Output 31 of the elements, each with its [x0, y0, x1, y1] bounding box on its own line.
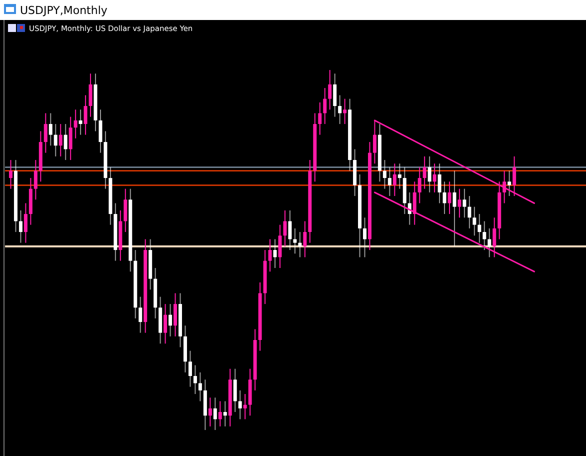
candlestick	[174, 292, 178, 337]
candlestick	[318, 102, 322, 136]
candlestick	[323, 88, 327, 124]
candlestick	[283, 210, 287, 247]
candlestick	[512, 156, 516, 196]
candlestick	[34, 160, 38, 200]
candlestick	[278, 224, 282, 268]
candlestick	[44, 112, 48, 154]
candlestick	[422, 156, 426, 190]
chart-title: USDJPY,Monthly	[20, 4, 108, 17]
candlestick	[392, 163, 396, 196]
candlestick	[68, 116, 72, 160]
candlestick	[124, 188, 128, 232]
candlestick	[88, 73, 92, 118]
candlestick	[208, 397, 212, 427]
candlestick	[458, 188, 462, 218]
candlestick	[328, 70, 332, 110]
candlestick	[343, 98, 347, 124]
candlestick	[84, 94, 88, 136]
candlestick	[418, 166, 422, 204]
candlestick	[243, 394, 247, 420]
candlestick	[8, 160, 12, 190]
candlestick	[74, 109, 78, 139]
candlestick	[164, 304, 168, 344]
candlestick	[432, 163, 436, 193]
candlestick	[492, 217, 496, 258]
candlestick	[268, 238, 272, 272]
candlestick	[303, 220, 307, 258]
candlestick	[58, 124, 62, 157]
candlestick	[24, 202, 28, 244]
candlestick	[218, 400, 222, 427]
